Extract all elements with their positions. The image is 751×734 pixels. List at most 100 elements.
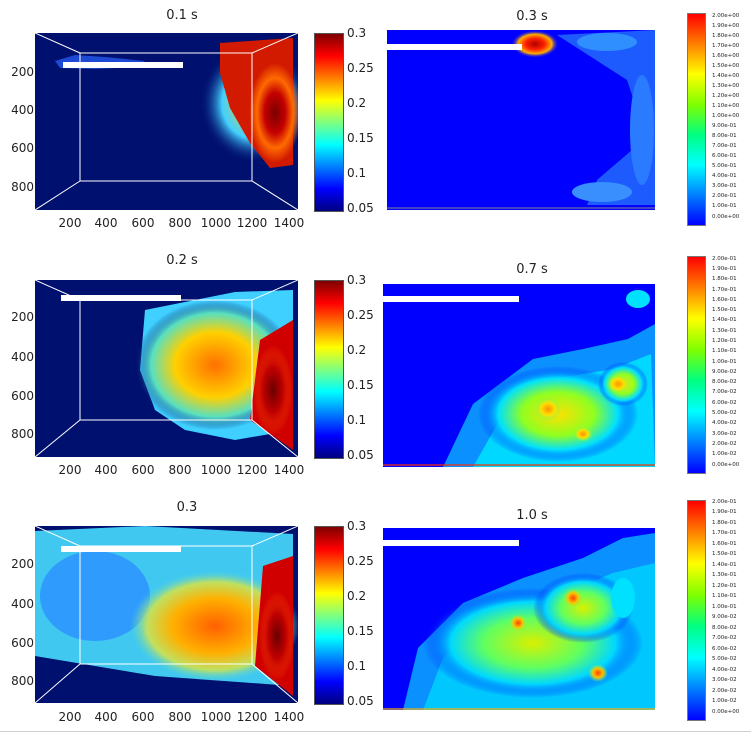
x-tick: 1000 [200,216,232,230]
colorbar-label: 7.00e-01 [712,143,737,149]
heatmap-exp-0.1s [35,33,298,210]
colorbar-label: 3.00e-02 [712,677,737,683]
colorbar-label: 5.00e-02 [712,410,737,416]
panel-title-sim-0.7s: 0.7 s [516,262,548,277]
colorbar-label: 0.00e+00 [712,214,740,220]
colorbar-label: 2.00e-02 [712,441,737,447]
colorbar-label: 9.00e-02 [712,614,737,620]
y-tick: 200 [11,310,34,324]
colorbar-label: 1.20e-01 [712,338,737,344]
colorbar-label: 2.00e-01 [712,193,737,199]
colorbar-label: 1.30e+00 [712,83,740,89]
colorbar-label: 1.80e+00 [712,33,740,39]
panel-title-0.3: 0.3 [176,500,198,515]
panel-title-sim-1.0s: 1.0 s [516,508,548,523]
colorbar-label: 4.00e-01 [712,173,737,179]
x-tick: 1200 [236,463,268,477]
colorbar-sim-1.0s [687,500,706,721]
x-tick: 600 [131,463,155,477]
bottom-rule [0,731,751,732]
x-tick: 1400 [273,463,305,477]
heatmap-exp-0.2s [35,280,298,457]
x-tick: 1400 [273,710,305,724]
x-tick: 800 [168,216,192,230]
colorbar-tick: 0.05 [347,694,374,708]
colorbar-label: 1.10e-01 [712,348,737,354]
colorbar-label: 1.50e+00 [712,63,740,69]
x-tick: 800 [168,463,192,477]
heatmap-exp-0.3 [35,526,298,703]
colorbar-label: 1.70e-01 [712,287,737,293]
colorbar-label: 1.00e-01 [712,203,737,209]
colorbar-label: 1.40e-01 [712,317,737,323]
x-tick: 1200 [236,216,268,230]
colorbar-label: 5.00e-01 [712,163,737,169]
colorbar-tick: 0.1 [347,166,367,180]
x-tick: 200 [58,710,82,724]
colorbar-tick: 0.15 [347,624,374,638]
colorbar-sim-0.3s [687,13,706,226]
colorbar-label: 6.00e-02 [712,400,737,406]
colorbar-label: 3.00e-02 [712,431,737,437]
colorbar-label: 1.20e-01 [712,583,737,589]
colorbar-tick: 0.3 [347,273,367,287]
colorbar-label: 1.50e-01 [712,551,737,557]
colorbar-label: 6.00e-01 [712,153,737,159]
x-tick: 1000 [200,710,232,724]
colorbar-label: 1.00e-02 [712,451,737,457]
x-tick: 200 [58,463,82,477]
colorbar-label: 2.00e-01 [712,499,737,505]
colorbar-tick: 0.15 [347,131,374,145]
colorbar-label: 2.00e-01 [712,256,737,262]
y-tick: 400 [11,597,34,611]
colorbar-label: 1.60e-01 [712,297,737,303]
heatmap-sim-0.7s [383,284,655,467]
colorbar-label: 1.10e+00 [712,103,740,109]
y-tick: 800 [11,427,34,441]
colorbar-tick: 0.2 [347,589,367,603]
x-tick: 800 [168,710,192,724]
x-tick: 600 [131,216,155,230]
colorbar-tick: 0.3 [347,26,367,40]
colorbar-label: 4.00e-02 [712,667,737,673]
colorbar-label: 1.00e-01 [712,604,737,610]
colorbar-tick: 0.1 [347,413,367,427]
y-tick: 800 [11,180,34,194]
colorbar-label: 1.90e-01 [712,266,737,272]
colorbar-tick: 0.25 [347,61,374,75]
panel-title-sim-0.3s: 0.3 s [516,9,548,24]
y-tick: 200 [11,65,34,79]
colorbar-tick: 0.2 [347,343,367,357]
colorbar-label: 1.50e-01 [712,307,737,313]
x-tick: 600 [131,710,155,724]
y-tick: 600 [11,636,34,650]
heatmap-sim-0.3s [387,30,655,210]
y-tick: 400 [11,350,34,364]
colorbar-label: 0.00e+00 [712,709,740,715]
colorbar-label: 1.40e+00 [712,73,740,79]
colorbar-label: 1.40e-01 [712,562,737,568]
colorbar-label: 1.30e-01 [712,572,737,578]
colorbar-label: 7.00e-02 [712,635,737,641]
colorbar-label: 1.30e-01 [712,328,737,334]
colorbar-tick: 0.25 [347,554,374,568]
colorbar-label: 1.90e+00 [712,23,740,29]
y-tick: 600 [11,389,34,403]
x-tick: 1400 [273,216,305,230]
colorbar-label: 7.00e-02 [712,389,737,395]
colorbar-label: 8.00e-02 [712,625,737,631]
colorbar-tick: 0.1 [347,659,367,673]
x-tick: 200 [58,216,82,230]
colorbar-tick: 0.3 [347,519,367,533]
colorbar-exp-0.1s [314,33,344,212]
colorbar-label: 1.00e-01 [712,359,737,365]
colorbar-label: 1.60e-01 [712,541,737,547]
colorbar-label: 9.00e-02 [712,369,737,375]
y-tick: 800 [11,674,34,688]
x-tick: 400 [94,710,118,724]
colorbar-label: 1.70e+00 [712,43,740,49]
colorbar-label: 2.00e-02 [712,688,737,694]
x-tick: 400 [94,463,118,477]
colorbar-label: 1.80e-01 [712,276,737,282]
colorbar-label: 4.00e-02 [712,420,737,426]
